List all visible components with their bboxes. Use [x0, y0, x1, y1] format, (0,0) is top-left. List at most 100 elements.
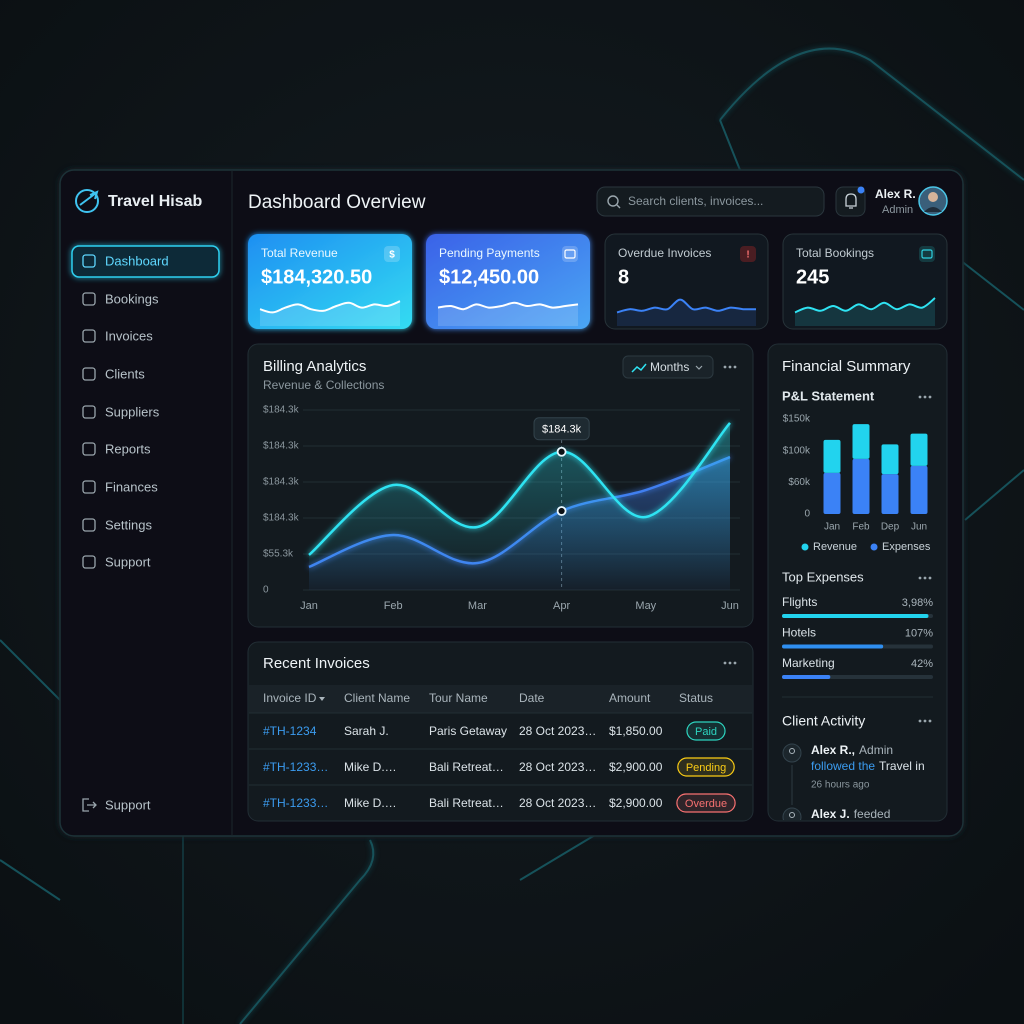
table-cell: Paris Getaway [429, 724, 507, 738]
activity-line: Alex R., Admin [811, 743, 893, 757]
kpi-sparkline [259, 300, 401, 314]
period-icon [631, 363, 647, 373]
legend-label: Revenue [813, 541, 857, 553]
user-avatar-body [924, 207, 942, 212]
activity-name: Alex J. [811, 807, 850, 821]
kpi-label: Pending Payments [439, 246, 540, 260]
nav-icon [82, 555, 96, 569]
column-header: Invoice ID [263, 691, 317, 705]
menu-dot [918, 395, 922, 399]
kpi-icon-bg [384, 246, 400, 262]
y-tick-label: $150k [783, 414, 811, 425]
section-title: Client Activity [782, 713, 865, 729]
hover-point [556, 506, 567, 516]
kpi-sparkline [616, 298, 757, 314]
x-tick-label: Feb [384, 600, 403, 612]
menu-dot [923, 576, 927, 580]
activity-avatar [782, 807, 802, 820]
table-cell: 28 Oct 2023… [519, 796, 596, 810]
status-pill [686, 721, 726, 741]
table-cell: Mike D.… [344, 760, 397, 774]
table-cell: 28 Oct 2023… [519, 760, 596, 774]
kpi-sparkline-area [795, 298, 935, 326]
activity-role: Admin [859, 743, 893, 757]
expense-percent: 42% [911, 658, 933, 670]
card-subtitle: Revenue & Collections [263, 378, 384, 392]
invoice-id: #TH-1233… [263, 796, 328, 810]
status-pill [676, 793, 736, 813]
brand-name: Travel Hisab [108, 193, 203, 210]
card-title: Financial Summary [782, 358, 911, 375]
user-avatar-head [928, 192, 938, 202]
menu-dot [928, 576, 932, 580]
kpi-icon [921, 249, 933, 259]
activity-avatar-icon [789, 812, 795, 818]
financial-card [767, 343, 948, 822]
nav-icon [82, 442, 96, 456]
x-tick-label: May [635, 600, 656, 612]
brand-logo [75, 189, 99, 213]
expense-bar [782, 644, 884, 649]
activity-action: feeded [854, 807, 891, 821]
nav-item: Finances [105, 479, 158, 494]
nav-icon [82, 480, 96, 494]
nav-item: Support [105, 554, 151, 569]
notification-button[interactable] [835, 186, 866, 217]
nav-item: Clients [105, 366, 145, 381]
expense-bar [782, 614, 929, 618]
menu-dot [723, 365, 727, 369]
status-label: Paid [695, 726, 717, 738]
table-cell: $1,850.00 [609, 724, 663, 738]
column-header: Client Name [344, 691, 410, 705]
y-tick-label: $184.3k [263, 405, 300, 416]
table-cell: Mike D.… [344, 796, 397, 810]
period-label: Months [650, 360, 689, 374]
tooltip [533, 417, 590, 441]
section-title: Top Expenses [782, 569, 864, 584]
legend-swatch [801, 543, 809, 551]
expense-name: Hotels [782, 626, 816, 640]
search-placeholder: Search clients, invoices... [628, 194, 763, 208]
nav-icon [82, 518, 96, 532]
bell-icon [845, 193, 857, 209]
invoice-id: #TH-1233… [263, 760, 328, 774]
kpi-value: $184,320.50 [261, 266, 372, 288]
y-tick-label: 0 [263, 585, 269, 596]
nav-icon [82, 292, 96, 306]
bar-segment [881, 474, 899, 514]
notification-dot [857, 186, 865, 194]
column-header: Date [519, 691, 545, 705]
nav-icon [82, 329, 96, 343]
activity-line: followed the Travel in [811, 759, 925, 773]
period-select[interactable] [622, 355, 714, 379]
menu-dot [728, 661, 732, 665]
table-cell: Bali Retreat… [429, 760, 504, 774]
page-title: Dashboard Overview [248, 192, 426, 213]
y-tick-label: $184.3k [263, 513, 300, 524]
expense-percent: 107% [905, 627, 933, 639]
column-header: Amount [609, 691, 651, 705]
nav-item: Reports [105, 441, 151, 456]
nav-item: Bookings [105, 291, 159, 306]
kpi-icon: ! [746, 250, 749, 261]
x-tick-label: Jan [300, 600, 318, 612]
table-cell: 28 Oct 2023… [519, 724, 596, 738]
kpi-sparkline [437, 301, 579, 311]
bar-segment [852, 458, 870, 514]
activity-avatar-icon [789, 748, 795, 754]
kpi-value: 8 [618, 266, 629, 288]
column-header: Tour Name [429, 691, 488, 705]
background-decor [0, 47, 1024, 1024]
nav-icon [82, 254, 96, 268]
menu-dot [928, 719, 932, 723]
menu-dot [928, 395, 932, 399]
kpi-sparkline-area [438, 302, 578, 326]
menu-dot [733, 365, 737, 369]
kpi-icon-bg [740, 246, 756, 262]
expense-name: Marketing [782, 656, 835, 670]
nav-active-bg [71, 245, 220, 278]
legend-swatch [870, 543, 878, 551]
activity-name: Alex R., [811, 743, 855, 757]
kpi-icon: $ [389, 250, 395, 261]
